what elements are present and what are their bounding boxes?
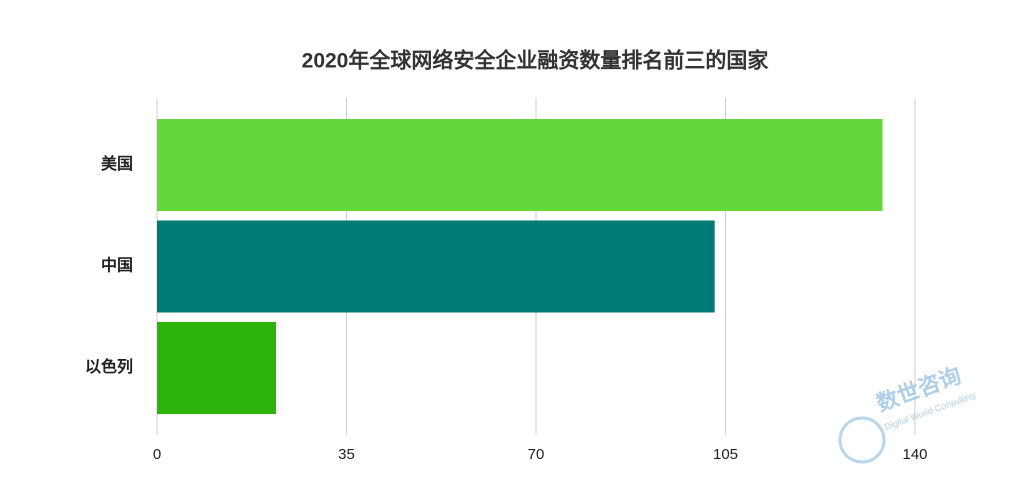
y-tick-label: 美国	[101, 154, 133, 173]
x-tick-label: 105	[713, 446, 738, 463]
y-tick-label: 以色列	[85, 357, 133, 376]
watermark-logo	[838, 416, 886, 464]
y-tick-label: 中国	[101, 256, 133, 275]
bar	[157, 322, 277, 414]
x-tick-label: 35	[338, 446, 355, 463]
bar	[157, 220, 715, 313]
x-tick-label: 140	[902, 446, 927, 463]
chart-title: 2020年全球网络安全企业融资数量排名前三的国家	[302, 49, 770, 73]
x-tick-label: 0	[153, 446, 161, 463]
bar	[157, 119, 883, 211]
x-tick-label: 70	[528, 446, 545, 463]
